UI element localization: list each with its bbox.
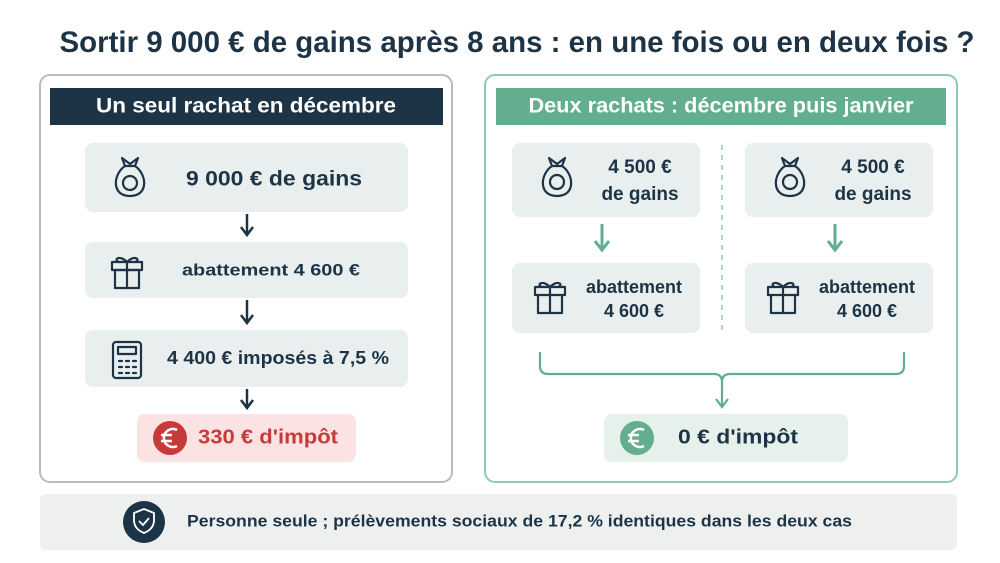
arrow [240, 389, 254, 411]
step-text: 9 000 € de gains [186, 168, 362, 191]
result-text: 330 € d'impôt [198, 426, 338, 448]
calculator-icon [111, 340, 143, 380]
money-bag-icon [774, 156, 806, 198]
gift-icon [766, 281, 800, 315]
arrow [240, 300, 254, 326]
left-header: Un seul rachat en décembre [96, 95, 396, 118]
result-box [604, 414, 848, 462]
step-text: 4 500 € [841, 157, 905, 178]
merge-bracket [538, 352, 906, 409]
step-text: abattement 4 600 € [182, 260, 361, 279]
step-box [85, 143, 408, 212]
euro-icon [620, 421, 654, 455]
step-text: 4 500 € [608, 157, 672, 178]
step-box [85, 330, 408, 387]
left-header-bar [50, 88, 443, 125]
euro-icon [153, 421, 187, 455]
step-text: 4 600 € [604, 301, 664, 321]
step-text: abattement [819, 277, 915, 297]
step-text: de gains [601, 184, 678, 205]
shield-icon [123, 501, 165, 543]
step-box [745, 143, 933, 217]
gift-icon [533, 281, 567, 315]
euro-symbol [161, 427, 178, 449]
arrow [826, 224, 844, 253]
shield-symbol [133, 508, 155, 534]
gift-icon [110, 256, 144, 290]
title: Sortir 9 000 € de gains après 8 ans : en… [60, 26, 975, 59]
footer-box [40, 494, 957, 550]
money-bag-icon [541, 156, 573, 198]
step-text: abattement [586, 277, 682, 297]
step-text: 4 400 € imposés à 7,5 % [167, 348, 389, 368]
right-header-bar [496, 88, 946, 125]
footer-text: Personne seule ; prélèvements sociaux de… [187, 511, 852, 530]
euro-symbol [628, 427, 645, 449]
right-header: Deux rachats : décembre puis janvier [529, 95, 914, 118]
step-box [512, 263, 700, 333]
step-box [745, 263, 933, 333]
arrow [593, 224, 611, 253]
step-text: de gains [834, 184, 911, 205]
step-text: 4 600 € [837, 301, 897, 321]
result-box [137, 414, 356, 462]
result-text: 0 € d'impôt [678, 426, 798, 448]
step-box [85, 242, 408, 298]
arrow [240, 214, 254, 238]
money-bag-icon [114, 156, 146, 198]
step-box [512, 143, 700, 217]
